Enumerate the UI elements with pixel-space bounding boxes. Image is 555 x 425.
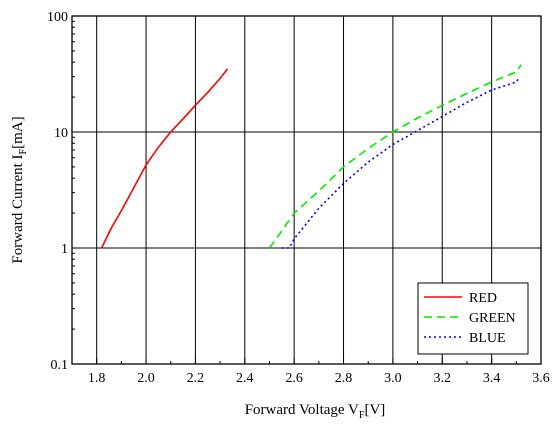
legend: RED GREEN BLUE [417, 282, 529, 355]
legend-label-blue: BLUE [469, 331, 506, 346]
legend-box [417, 282, 529, 355]
y-tick-label: 10 [54, 126, 68, 141]
series-layer [100, 64, 522, 249]
y-axis-label-unit: [mA] [10, 116, 26, 149]
y-tick-labels: 0.1 1 10 100 [47, 10, 68, 373]
y-axis-label-sub: F [18, 148, 29, 154]
plot-frame [71, 15, 542, 365]
x-tick-label: 2.6 [285, 371, 303, 386]
x-tick-label: 2.0 [137, 371, 155, 386]
y-tick-label: 100 [47, 10, 68, 25]
x-tick-label: 3.0 [384, 371, 402, 386]
legend-label-green: GREEN [469, 311, 516, 326]
x-tick-label: 3.4 [483, 371, 501, 386]
x-axis-label: Forward Voltage VF[V] [245, 402, 386, 421]
series-line-blue [281, 77, 520, 249]
x-axis-label-main: Forward Voltage V [245, 402, 359, 418]
x-tick-label: 2.2 [187, 371, 205, 386]
x-axis-label-unit: [V] [364, 402, 385, 418]
x-tick-label: 2.8 [335, 371, 353, 386]
x-tick-label: 1.8 [88, 371, 106, 386]
x-axis-label-sub: F [359, 410, 365, 421]
y-tick-label: 0.1 [51, 358, 69, 373]
x-tick-label: 2.4 [236, 371, 254, 386]
y-tick-label: 1 [61, 242, 68, 257]
x-tick-labels: 1.8 2.0 2.2 2.4 2.6 2.8 3.0 3.2 3.4 3.6 [88, 371, 550, 386]
tick-marks [71, 15, 542, 365]
legend-label-red: RED [469, 291, 497, 306]
series-line-green [268, 64, 522, 249]
y-axis-label-main: Forward Current I [10, 154, 26, 263]
x-tick-label: 3.6 [532, 371, 550, 386]
y-axis-label: Forward Current IF[mA] [10, 116, 29, 263]
series-line-red [100, 68, 229, 249]
x-tick-label: 3.2 [434, 371, 452, 386]
